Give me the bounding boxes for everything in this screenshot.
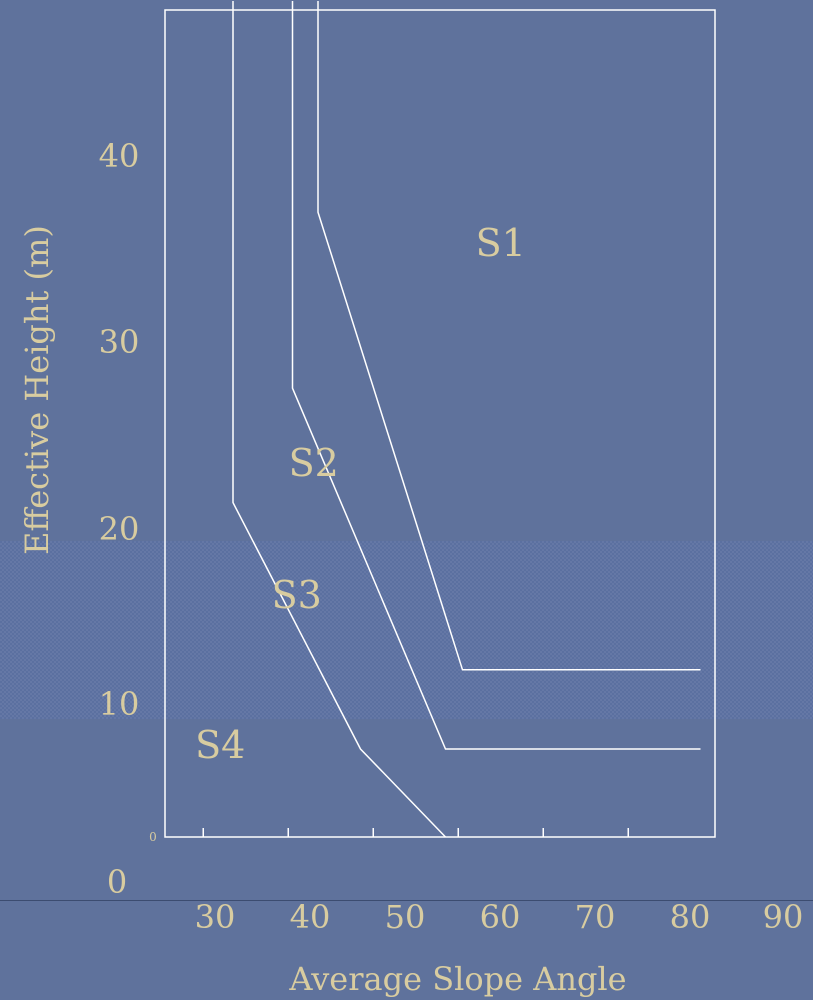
boundary-line-2	[291, 1, 701, 750]
x-tick-label-3: 50	[385, 898, 426, 936]
origin-marker: 0	[149, 830, 157, 844]
y-axis-title: Effective Height (m)	[18, 225, 56, 555]
boundary-line-3	[317, 1, 701, 671]
y-tick-label-4: 30	[99, 323, 140, 361]
region-labels: S1 S2 S3 S4	[195, 221, 526, 767]
x-tick-label-2: 40	[290, 898, 331, 936]
x-tick-label-4: 60	[480, 898, 521, 936]
y-tick-label-2: 10	[99, 685, 140, 723]
x-ticks	[202, 828, 629, 837]
baseline-rule	[0, 900, 813, 901]
region-label-s4: S4	[195, 723, 245, 767]
series-layer	[232, 1, 701, 838]
x-tick-labels: 30 40 50 60 70 80 90	[195, 898, 804, 936]
y-tick-labels: 0 10 20 30 40	[99, 137, 140, 901]
x-tick-label-1: 30	[195, 898, 236, 936]
boundary-line-1	[232, 1, 447, 838]
y-tick-label-5: 40	[99, 137, 140, 175]
y-tick-label-3: 20	[99, 510, 140, 548]
plot-frame	[164, 9, 716, 838]
region-label-s1: S1	[476, 221, 526, 265]
x-tick-label-5: 70	[575, 898, 616, 936]
x-tick-label-7: 90	[763, 898, 804, 936]
highlight-band	[0, 541, 813, 719]
x-tick-label-6: 80	[670, 898, 711, 936]
region-label-s2: S2	[289, 441, 339, 485]
x-axis-title: Average Slope Angle	[288, 960, 626, 998]
region-label-s3: S3	[272, 573, 322, 617]
y-tick-label-1: 0	[107, 863, 127, 901]
